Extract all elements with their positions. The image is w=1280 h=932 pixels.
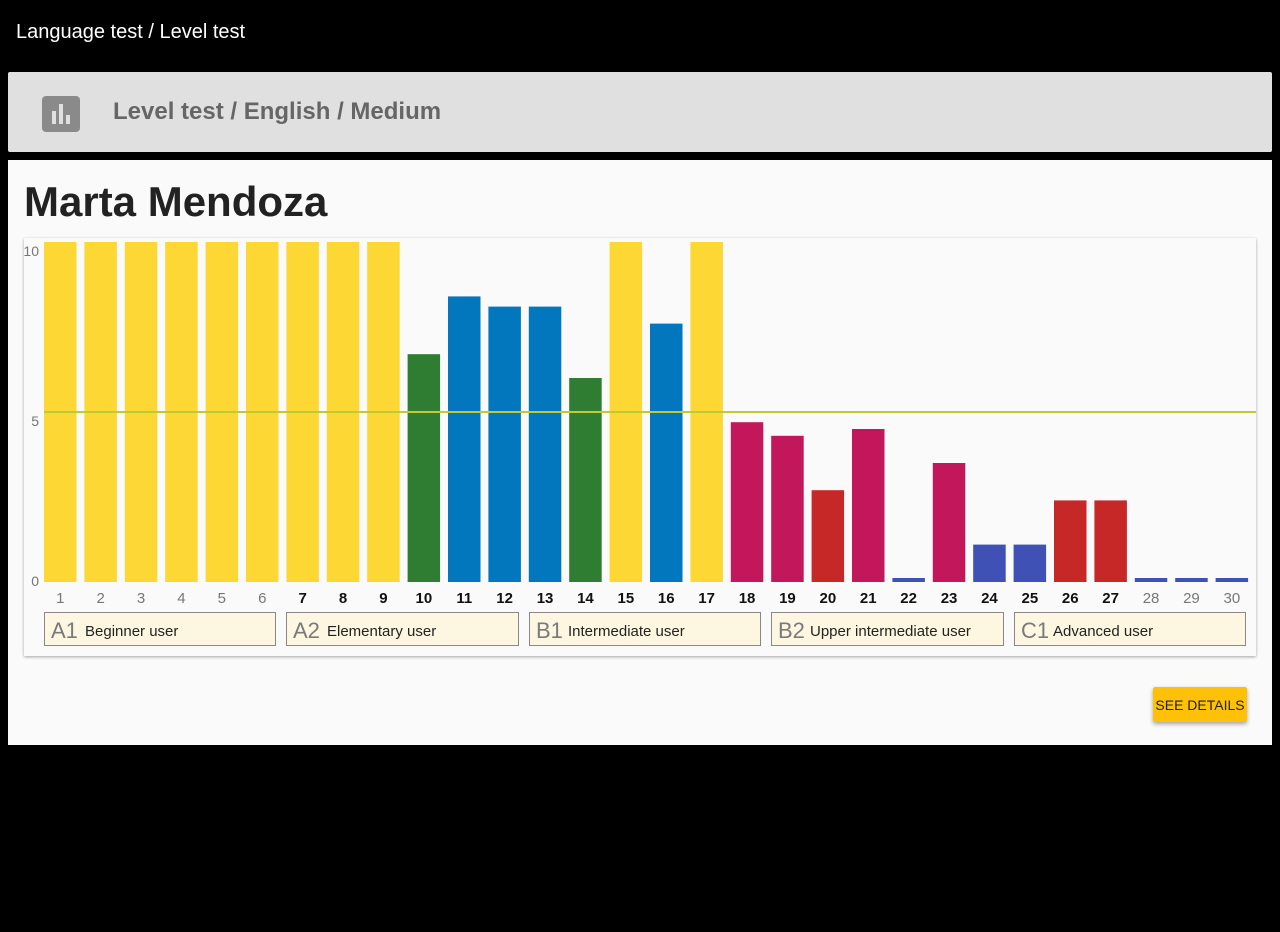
score-chart-card: 10 5 0 1 2 3 4 5 6 7 8 9 10 11 12 13 14 15 16 17 18 19 20 21 22 2… [24, 238, 1256, 656]
x-tick-label: 29 [1183, 590, 1200, 607]
bar[interactable] [1175, 578, 1208, 582]
bar[interactable] [407, 354, 441, 582]
see-details-button[interactable]: SEE DETAILS [1153, 687, 1247, 722]
x-tick-label: 6 [258, 590, 266, 607]
x-tick-label: 16 [658, 590, 675, 607]
bar[interactable] [730, 422, 764, 582]
test-title: Level test / English / Medium [113, 98, 442, 125]
bar[interactable] [448, 296, 481, 582]
level-a2: A2 Elementary user [286, 612, 519, 646]
level-code: A2 [293, 618, 320, 643]
x-tick-label: 26 [1062, 590, 1079, 607]
x-tick-label: 5 [218, 590, 226, 607]
level-a1: A1 Beginner user [44, 612, 276, 646]
x-tick-label: 2 [96, 590, 104, 607]
y-tick-label: 10 [24, 243, 39, 259]
result-card: Marta Mendoza 10 5 0 1 2 3 4 5 6 7 8 9 10 11 12 13 14 15 1… [8, 160, 1272, 745]
level-b2: B2 Upper intermediate user [771, 612, 1004, 646]
x-tick-label: 11 [456, 590, 472, 607]
bar[interactable] [811, 490, 845, 582]
bar[interactable] [1054, 500, 1087, 582]
y-tick-label: 0 [31, 573, 39, 589]
bar[interactable] [1013, 544, 1047, 582]
x-tick-label: 23 [941, 590, 958, 607]
level-code: C1 [1021, 618, 1050, 643]
level-c1: C1 Advanced user [1014, 612, 1246, 646]
x-tick-label: 19 [779, 590, 796, 607]
bar[interactable] [569, 378, 602, 582]
x-tick-label: 8 [339, 590, 347, 607]
x-tick-label: 24 [981, 590, 998, 607]
level-label: Upper intermediate user [810, 623, 971, 640]
top-bar: Language test / Level test [0, 0, 1280, 66]
x-tick-label: 10 [416, 590, 433, 607]
x-tick-label: 28 [1143, 590, 1160, 607]
x-tick-label: 1 [56, 590, 64, 607]
y-tick-label: 5 [31, 413, 39, 429]
level-legend: A1 Beginner user A2 Elementary user B1 I… [44, 612, 1246, 648]
x-tick-label: 9 [379, 590, 387, 607]
x-tick-label: 12 [496, 590, 513, 607]
level-code: B2 [778, 618, 805, 643]
level-code: B1 [536, 618, 563, 643]
bar[interactable] [892, 578, 925, 582]
x-tick-label: 4 [177, 590, 185, 607]
bar-chart-icon [42, 96, 80, 132]
bar[interactable] [1094, 500, 1127, 582]
bar[interactable] [932, 463, 966, 582]
bar[interactable] [771, 435, 804, 582]
level-label: Advanced user [1053, 623, 1154, 640]
bar[interactable] [528, 306, 562, 582]
x-tick-label: 13 [537, 590, 554, 607]
bar[interactable] [973, 544, 1006, 582]
x-tick-label: 21 [860, 590, 877, 607]
x-tick-label: 7 [298, 590, 306, 607]
level-label: Elementary user [327, 623, 437, 640]
x-tick-label: 15 [618, 590, 635, 607]
x-tick-label: 3 [137, 590, 145, 607]
bar[interactable] [1215, 578, 1249, 582]
x-tick-label: 20 [820, 590, 837, 607]
level-b1: B1 Intermediate user [529, 612, 761, 646]
x-tick-label: 18 [739, 590, 756, 607]
bar[interactable] [852, 429, 885, 582]
level-label: Intermediate user [568, 623, 685, 640]
x-tick-label: 14 [577, 590, 594, 607]
x-tick-label: 30 [1224, 590, 1241, 607]
student-name: Marta Mendoza [24, 178, 328, 225]
breadcrumb: Language test / Level test [16, 21, 246, 43]
x-tick-label: 22 [900, 590, 917, 607]
x-tick-label: 17 [698, 590, 715, 607]
level-label: Beginner user [85, 623, 179, 640]
x-tick-label: 27 [1102, 590, 1119, 607]
x-tick-label: 25 [1022, 590, 1039, 607]
bar[interactable] [1134, 578, 1168, 582]
level-code: A1 [51, 618, 78, 643]
bar[interactable] [488, 306, 521, 582]
bar[interactable] [650, 323, 683, 582]
test-header: Level test / English / Medium [8, 72, 1272, 152]
